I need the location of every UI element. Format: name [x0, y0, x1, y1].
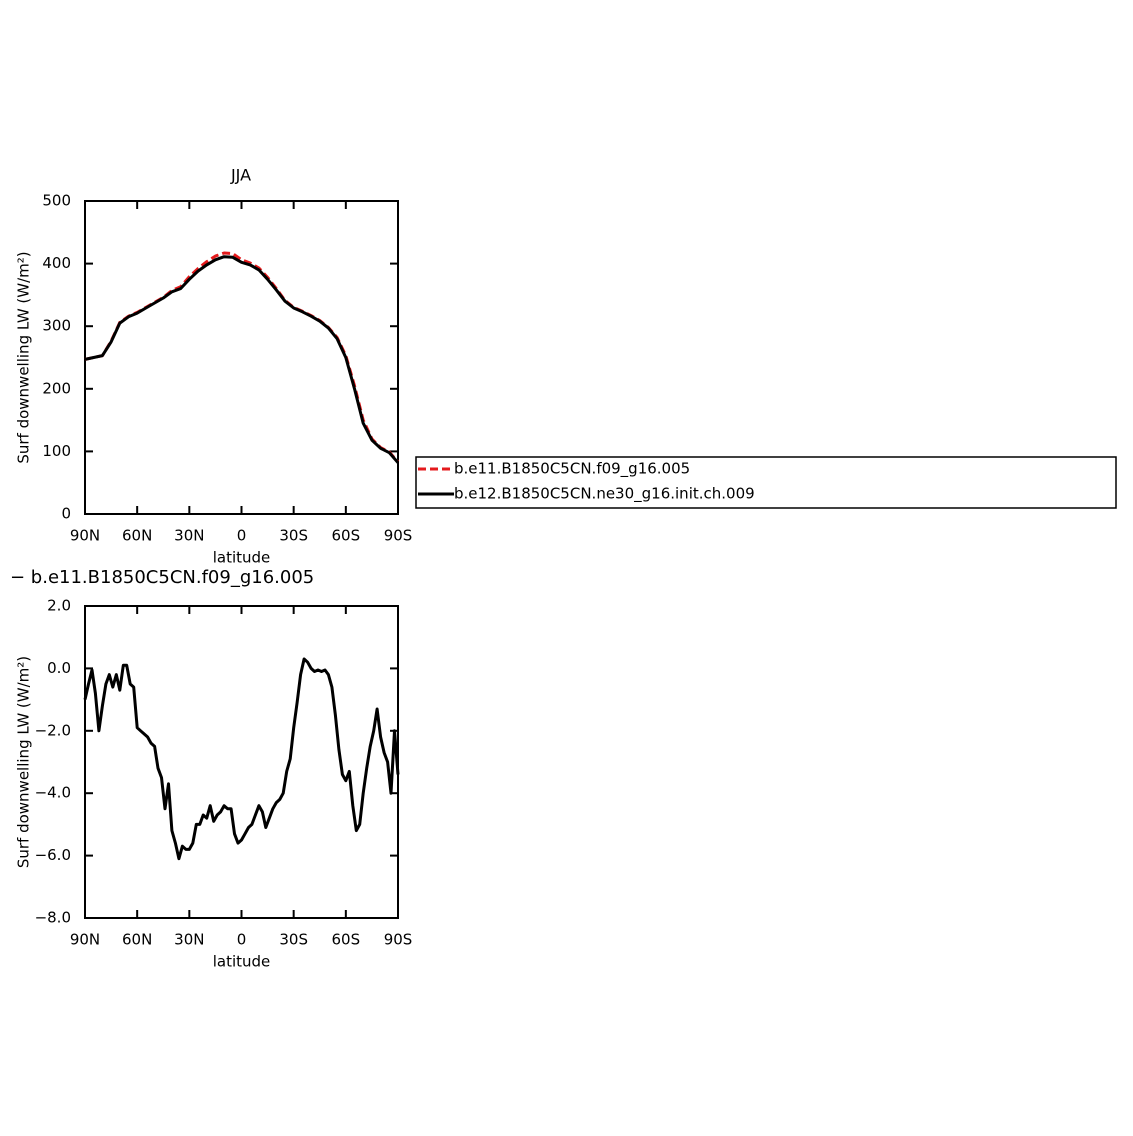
x-tick-label: 90S: [384, 527, 413, 545]
y-tick-label: −6.0: [35, 846, 71, 864]
plot-frame: [84, 605, 399, 919]
x-tick-label: 60S: [332, 931, 361, 949]
legend-box: [415, 456, 1117, 509]
x-tick-label: 60N: [122, 527, 152, 545]
x-tick-label: 0: [237, 527, 247, 545]
data-line: [84, 251, 400, 463]
x-tick-label: 60N: [122, 931, 152, 949]
data-line: [83, 657, 400, 861]
y-tick-label: 2.0: [47, 597, 71, 615]
plot-frame: [84, 200, 399, 515]
y-tick-label: 400: [42, 254, 71, 272]
y-tick-label: 0: [61, 505, 71, 523]
x-tick-label: 30S: [279, 931, 308, 949]
x-axis-label: latitude: [213, 549, 271, 567]
x-tick-label: 90S: [384, 931, 413, 949]
data-line: [84, 255, 400, 464]
x-tick-label: 30N: [174, 931, 204, 949]
x-axis-label: latitude: [213, 953, 271, 971]
legend-label: b.e11.B1850C5CN.f09_g16.005: [454, 460, 690, 479]
y-tick-label: 0.0: [47, 659, 71, 677]
x-tick-label: 30S: [279, 527, 308, 545]
y-tick-label: −8.0: [35, 909, 71, 927]
y-tick-label: 200: [42, 379, 71, 397]
legend-label: b.e12.B1850C5CN.ne30_g16.init.ch.009: [454, 485, 755, 504]
x-tick-label: 90N: [70, 931, 100, 949]
x-tick-label: 30N: [174, 527, 204, 545]
chart-title: − b.e11.B1850C5CN.f09_g16.005: [10, 567, 314, 588]
y-tick-label: −2.0: [35, 721, 71, 739]
y-tick-label: −4.0: [35, 784, 71, 802]
y-tick-label: 100: [42, 442, 71, 460]
chart-title: JJA: [230, 166, 251, 185]
x-tick-label: 90N: [70, 527, 100, 545]
y-tick-label: 500: [42, 192, 71, 210]
x-tick-label: 60S: [332, 527, 361, 545]
y-axis-label: Surf downwelling LW (W/m²): [15, 251, 33, 463]
y-tick-label: 300: [42, 317, 71, 335]
x-tick-label: 0: [237, 931, 247, 949]
y-axis-label: Surf downwelling LW (W/m²): [15, 656, 33, 868]
